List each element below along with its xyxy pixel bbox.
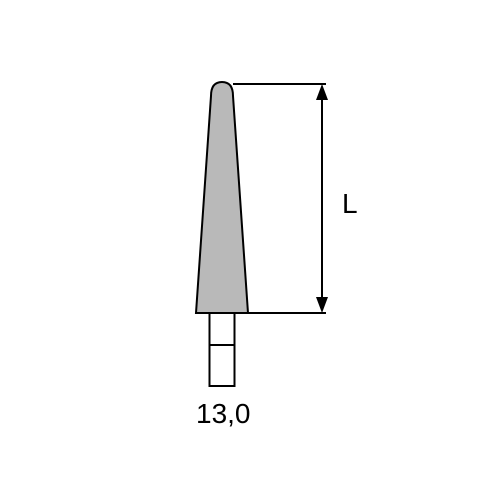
arrow-bottom xyxy=(316,297,328,313)
shank-lower xyxy=(210,345,235,386)
dimension-label-L: L xyxy=(342,188,358,220)
shank-upper xyxy=(210,313,235,345)
bottom-dimension-label: 13,0 xyxy=(196,398,251,430)
bur-technical-drawing xyxy=(0,0,504,504)
bur-head xyxy=(196,82,248,313)
arrow-top xyxy=(316,84,328,100)
